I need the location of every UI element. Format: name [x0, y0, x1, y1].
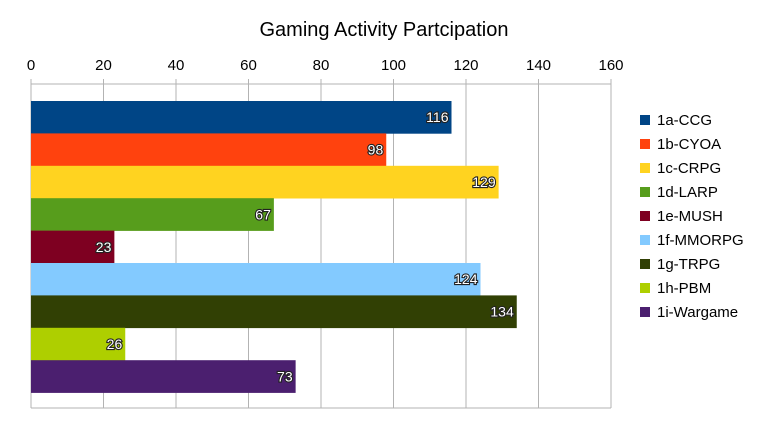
- legend-item-label: 1a-CCG: [657, 112, 712, 129]
- bar-1c-CRPG: [31, 165, 499, 199]
- legend-item-label: 1i-Wargame: [657, 304, 738, 321]
- legend-item-label: 1f-MMORPG: [657, 232, 744, 249]
- legend-swatch: [640, 211, 650, 221]
- data-label: 129: [472, 174, 496, 190]
- bar-1d-LARP: [31, 198, 274, 231]
- x-tick-label: 120: [453, 57, 478, 74]
- data-label: 116: [426, 109, 449, 125]
- legend-item-label: 1b-CYOA: [657, 136, 721, 153]
- bar-1g-TRPG: [31, 295, 517, 329]
- bar-1h-PBM: [31, 327, 126, 361]
- data-label: 124: [454, 271, 478, 287]
- data-labels: 116 98 129 67 23 124 134 26 73: [95, 108, 515, 385]
- bar-1e-MUSH: [31, 230, 115, 264]
- x-tick-label: 100: [381, 57, 406, 74]
- legend-swatch: [640, 235, 650, 245]
- data-label: 67: [255, 206, 271, 222]
- legend-swatch: [640, 307, 650, 317]
- legend-item-label: 1e-MUSH: [657, 208, 723, 225]
- data-label: 134: [490, 304, 514, 320]
- legend-swatch: [640, 259, 650, 269]
- legend-item-label: 1h-PBM: [657, 280, 711, 297]
- data-label: 23: [96, 239, 112, 255]
- bar-1a-CCG: [31, 101, 452, 134]
- legend-item-label: 1d-LARP: [657, 184, 718, 201]
- bar-1f-MMORPG: [31, 263, 481, 296]
- bar-1b-CYOA: [31, 133, 387, 167]
- legend-swatch: [640, 139, 650, 149]
- bar-1i-Wargame: [31, 360, 296, 393]
- legend-swatch: [640, 187, 650, 197]
- bars: [31, 101, 517, 393]
- x-tick-label: 0: [27, 57, 35, 74]
- legend-item-label: 1c-CRPG: [657, 160, 721, 177]
- x-tick-label: 40: [168, 57, 185, 74]
- legend-swatch: [640, 115, 650, 125]
- x-tick-label: 140: [526, 57, 551, 74]
- legend-swatch: [640, 283, 650, 293]
- data-label: 26: [107, 336, 123, 352]
- x-tick-label: 60: [240, 57, 257, 74]
- x-axis-ticks: 0 20 40 60 80 100 120 140 160: [27, 57, 624, 74]
- chart-title: Gaming Activity Partcipation: [260, 19, 509, 41]
- legend: 1a-CCG 1b-CYOA 1c-CRPG 1d-LARP 1e-MUSH 1f-MMO…: [640, 112, 744, 321]
- legend-swatch: [640, 163, 650, 173]
- data-label: 98: [368, 142, 384, 158]
- x-tick-label: 20: [95, 57, 112, 74]
- x-tick-label: 160: [598, 57, 623, 74]
- legend-item-label: 1g-TRPG: [657, 256, 720, 273]
- data-label: 73: [277, 368, 293, 384]
- x-tick-label: 80: [313, 57, 330, 74]
